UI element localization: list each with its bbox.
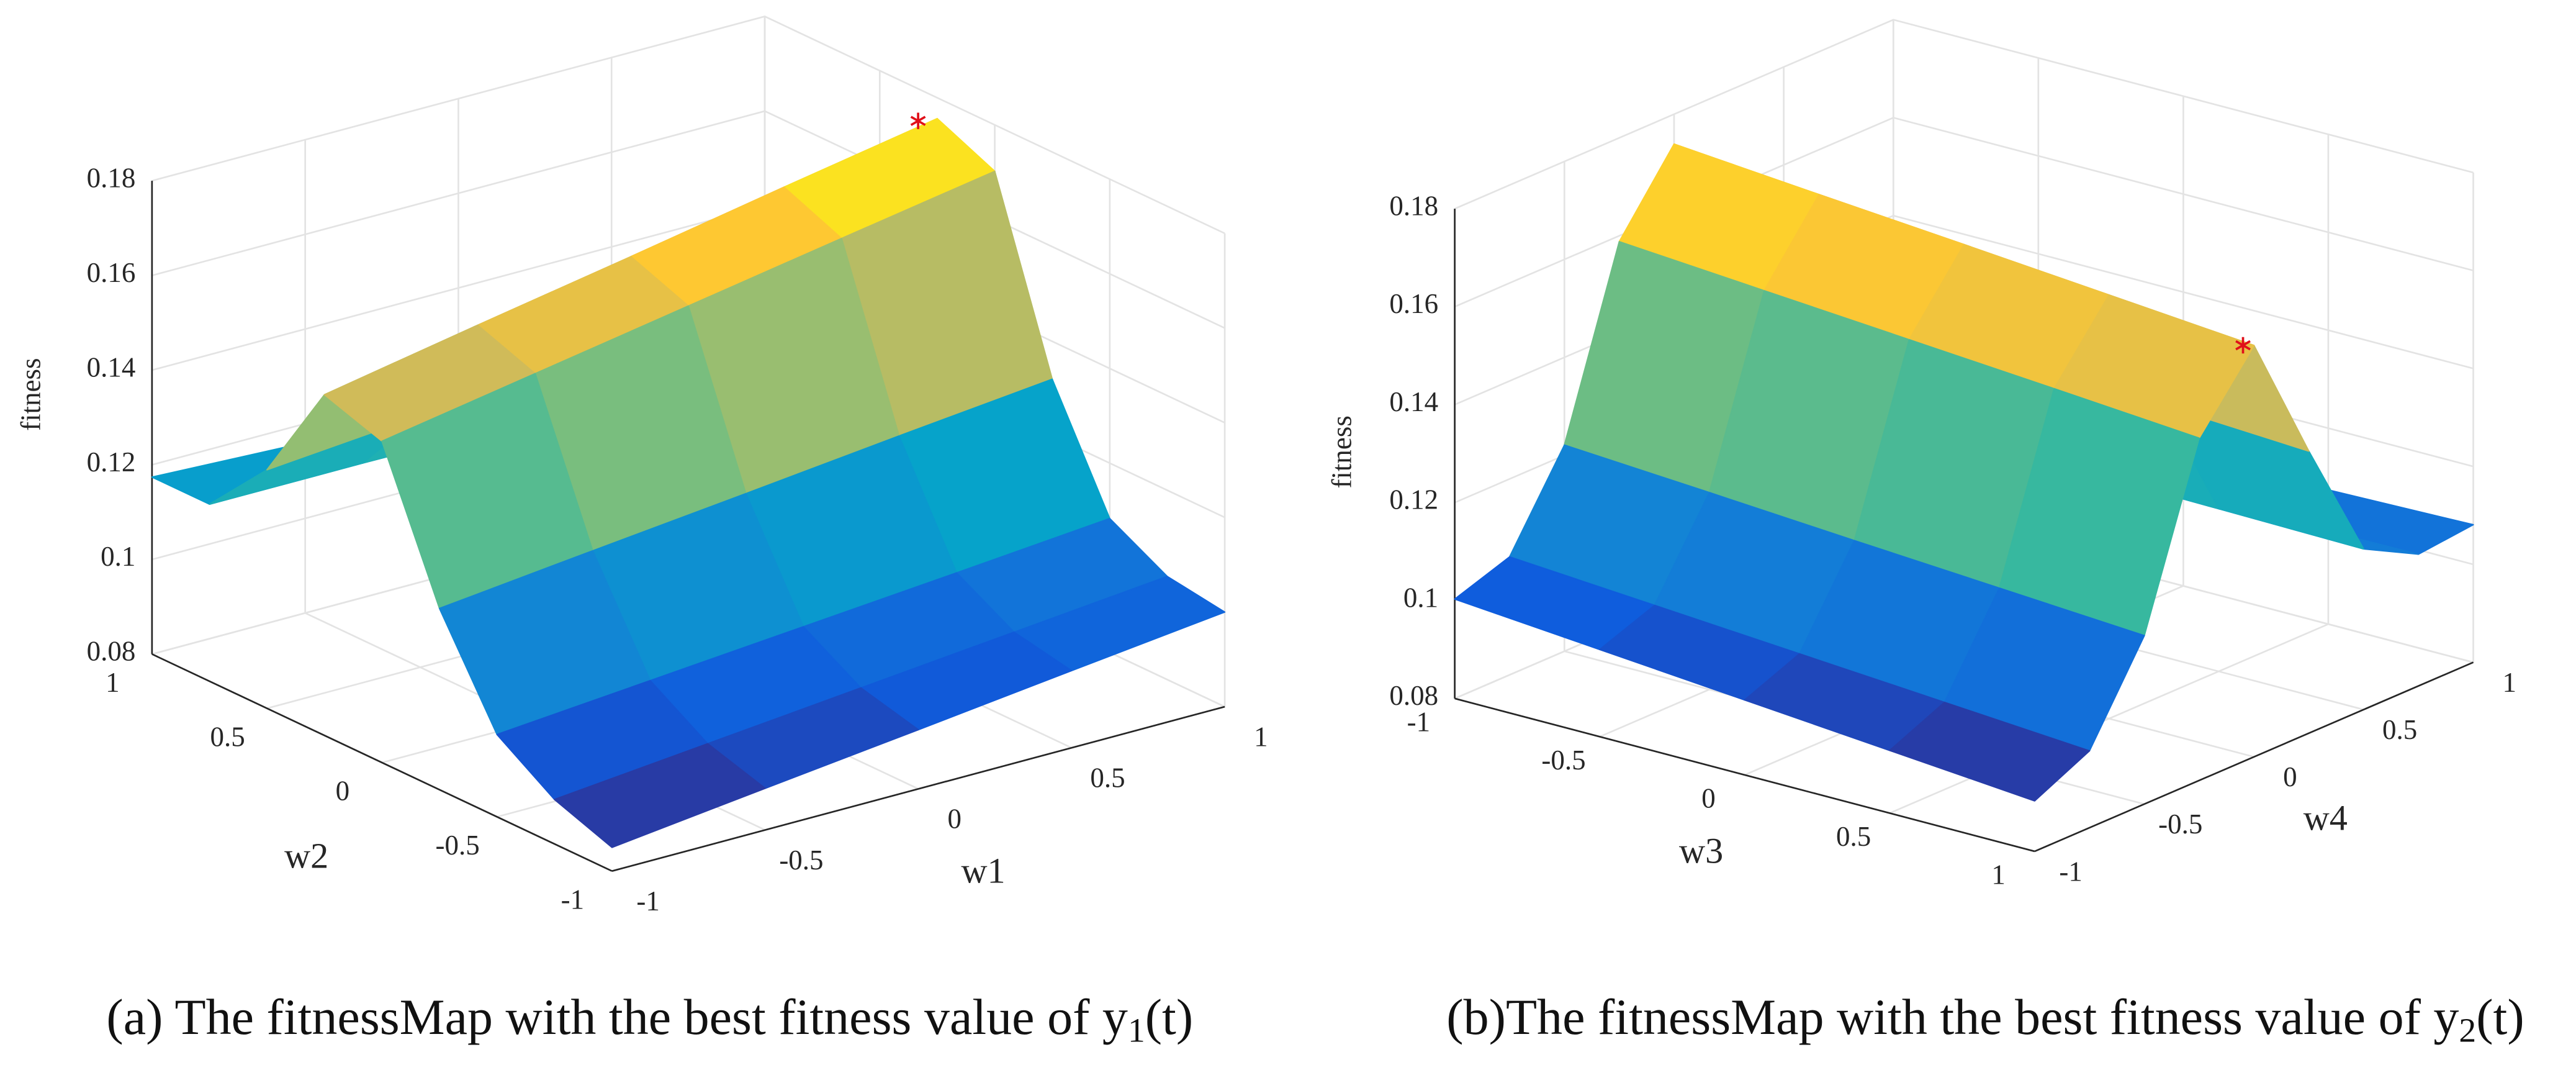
y-tick-label: 0.5: [210, 721, 245, 752]
best-point: [2235, 337, 2251, 354]
y-tick-label: 1: [106, 667, 120, 698]
x-tick-label: 1: [1991, 859, 2006, 891]
z-tick-label: 0.12: [87, 446, 136, 478]
y-tick-label: -0.5: [436, 830, 480, 861]
y-axis-label: w4: [2304, 798, 2348, 838]
z-tick-label: 0.14: [87, 351, 136, 383]
y-axis-label: w2: [284, 836, 328, 876]
x-tick-label: 0.5: [1090, 762, 1125, 793]
x-tick-label: 0: [947, 804, 961, 835]
x-tick-label: 0.5: [1836, 821, 1871, 852]
best-marker-stroke: [910, 116, 926, 126]
z-tick-label: 0.16: [1389, 288, 1438, 319]
y-tick-label: 0: [336, 776, 350, 807]
caption-suffix: (t): [1145, 989, 1193, 1045]
caption-suffix: (t): [2476, 989, 2524, 1045]
caption-text: (b)The fitnessMap with the best fitness …: [1446, 989, 2459, 1045]
y-axis: [2034, 661, 2474, 853]
x-tick-label: -0.5: [1541, 745, 1585, 776]
z-axis-label: fitness: [16, 358, 47, 430]
x-tick-label: 1: [1254, 721, 1268, 752]
grid-line: [1454, 117, 2474, 308]
z-tick-label: 0.14: [1389, 386, 1438, 417]
z-tick-label: 0.12: [1389, 484, 1438, 515]
z-tick-label: 0.1: [1403, 582, 1438, 613]
surface-patch: [1889, 701, 2091, 802]
caption: (a) The fitnessMap with the best fitness…: [106, 989, 1193, 1049]
surface-chart: -1 -0.5 0 0.5 1 -1 -0.5 0 0.5 1 0.08 0.1 0.12 0.14 0.1…: [1326, 19, 2524, 1049]
y-axis: [151, 653, 613, 872]
z-tick-label: 0.08: [87, 636, 136, 667]
y-tick-label: -0.5: [2158, 809, 2202, 840]
surface-chart: -1-0.500.51-1-0.500.510.080.10.120.140.1…: [16, 16, 1268, 1049]
x-axis-label: w1: [961, 850, 1005, 891]
caption-text: (a) The fitnessMap with the best fitness…: [106, 989, 1128, 1045]
caption: (b)The fitnessMap with the best fitness …: [1446, 989, 2524, 1049]
best-marker-stroke: [2235, 340, 2251, 351]
x-axis-label: w3: [1679, 831, 1723, 871]
y-tick-label: 0: [2283, 761, 2297, 792]
grid-line: [151, 16, 1225, 235]
z-tick-label: 0.1: [101, 541, 135, 572]
x-tick-label: 0: [1701, 783, 1716, 814]
x-tick-label: -0.5: [779, 845, 823, 876]
y-tick-label: -1: [561, 884, 584, 915]
best-point: [910, 112, 926, 129]
y-tick-label: 0.5: [2382, 714, 2417, 745]
grid-line: [1454, 19, 2474, 210]
z-tick-label: 0.16: [87, 257, 136, 288]
y-tick-label: -1: [2059, 856, 2082, 887]
x-tick-label: -1: [1407, 706, 1430, 737]
z-tick-label: 0.18: [1389, 190, 1438, 221]
x-axis: [611, 705, 1225, 872]
y-tick-label: 1: [2503, 667, 2517, 698]
z-tick-label: 0.08: [1389, 680, 1438, 711]
x-axis: [1454, 697, 2035, 853]
x-tick-label: -1: [636, 886, 659, 917]
z-axis-label: fitness: [1326, 415, 1358, 488]
grid-line: [151, 110, 1225, 329]
surface-patch: [554, 743, 766, 848]
caption-subscript: 2: [2459, 1011, 2476, 1049]
caption-subscript: 1: [1128, 1011, 1145, 1049]
z-tick-label: 0.18: [87, 162, 136, 193]
